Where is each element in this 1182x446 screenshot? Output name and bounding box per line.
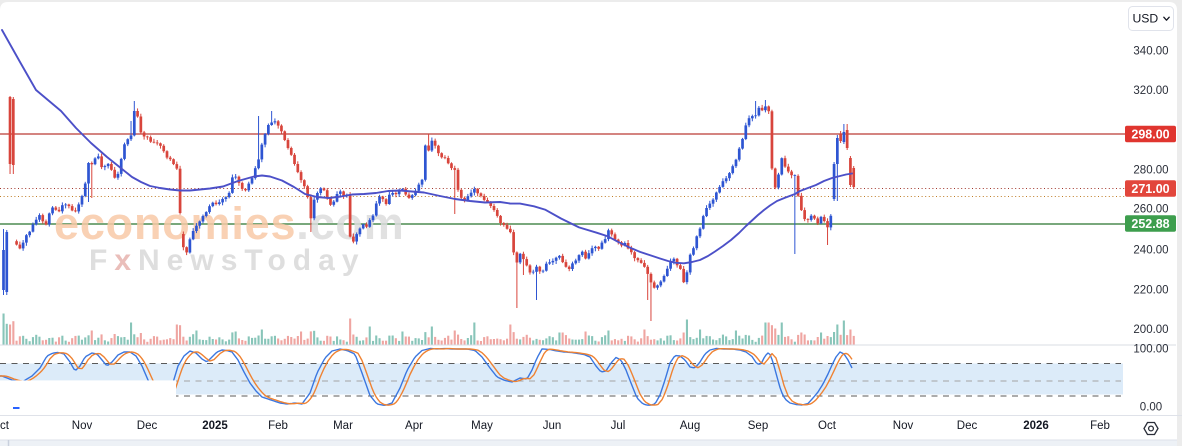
svg-text:May: May — [471, 420, 493, 432]
svg-text:FxNewsToday: FxNewsToday — [89, 244, 366, 277]
svg-text:Feb: Feb — [268, 420, 288, 432]
svg-text:260.00: 260.00 — [1133, 204, 1168, 216]
svg-text:340.00: 340.00 — [1133, 46, 1168, 58]
svg-text:2025: 2025 — [202, 420, 228, 432]
svg-text:280.00: 280.00 — [1133, 165, 1168, 177]
svg-text:271.00: 271.00 — [1131, 182, 1169, 196]
svg-text:USD: USD — [1133, 12, 1159, 26]
svg-text:Mar: Mar — [333, 420, 353, 432]
svg-text:Oct: Oct — [818, 420, 837, 432]
svg-text:0.00: 0.00 — [1140, 402, 1162, 414]
svg-text:Dec: Dec — [957, 420, 978, 432]
svg-text:298.00: 298.00 — [1131, 127, 1169, 141]
svg-text:2026: 2026 — [1023, 420, 1049, 432]
svg-text:Feb: Feb — [1090, 420, 1110, 432]
svg-text:economies.com: economies.com — [54, 198, 405, 249]
svg-text:Sep: Sep — [748, 420, 768, 432]
svg-text:ct: ct — [0, 420, 10, 432]
svg-text:252.88: 252.88 — [1131, 217, 1169, 231]
svg-text:Jul: Jul — [611, 420, 626, 432]
svg-text:220.00: 220.00 — [1133, 285, 1168, 297]
svg-text:Dec: Dec — [137, 420, 158, 432]
svg-text:240.00: 240.00 — [1133, 245, 1168, 257]
svg-text:100.00: 100.00 — [1133, 344, 1168, 356]
svg-text:320.00: 320.00 — [1133, 85, 1168, 97]
svg-text:Jun: Jun — [543, 420, 562, 432]
svg-text:Aug: Aug — [680, 420, 700, 432]
svg-text:200.00: 200.00 — [1133, 324, 1168, 336]
svg-text:Nov: Nov — [72, 420, 93, 432]
svg-text:Nov: Nov — [893, 420, 914, 432]
svg-text:Apr: Apr — [405, 420, 423, 432]
